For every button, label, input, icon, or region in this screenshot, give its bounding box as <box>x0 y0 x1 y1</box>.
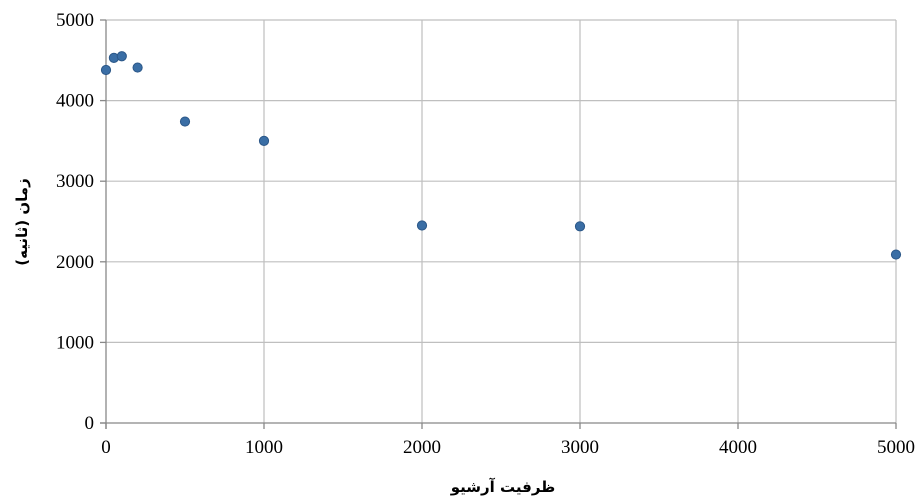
x-axis-title: ظرفیت آرشیو <box>450 478 556 496</box>
x-tick-label: 5000 <box>877 437 915 458</box>
x-tick-label: 1000 <box>245 437 283 458</box>
data-point <box>100 64 112 76</box>
grid-lines <box>106 19 897 423</box>
y-tick-label: 4000 <box>56 91 94 112</box>
x-tick-label: 0 <box>101 437 111 458</box>
data-point <box>890 249 902 260</box>
y-tick-labels: 0 1000 2000 3000 4000 5000 <box>56 10 94 434</box>
x-tick-label: 4000 <box>719 437 757 458</box>
data-point <box>258 135 270 146</box>
data-point <box>132 62 143 73</box>
data-point <box>574 221 586 232</box>
y-tick-label: 1000 <box>56 332 94 353</box>
x-tick-labels: 0 1000 2000 3000 4000 5000 <box>101 437 915 458</box>
data-points <box>100 51 902 260</box>
data-point <box>416 220 428 231</box>
y-axis-title: زمان (ثانیه) <box>13 178 31 265</box>
y-tick-label: 3000 <box>56 171 94 192</box>
data-point <box>179 116 191 127</box>
y-tick-label: 0 <box>85 413 95 434</box>
data-point <box>116 51 127 62</box>
x-tick-label: 3000 <box>561 437 599 458</box>
axes <box>100 19 897 429</box>
y-tick-label: 5000 <box>56 10 94 31</box>
x-tick-label: 2000 <box>403 437 441 458</box>
y-tick-label: 2000 <box>56 252 94 273</box>
